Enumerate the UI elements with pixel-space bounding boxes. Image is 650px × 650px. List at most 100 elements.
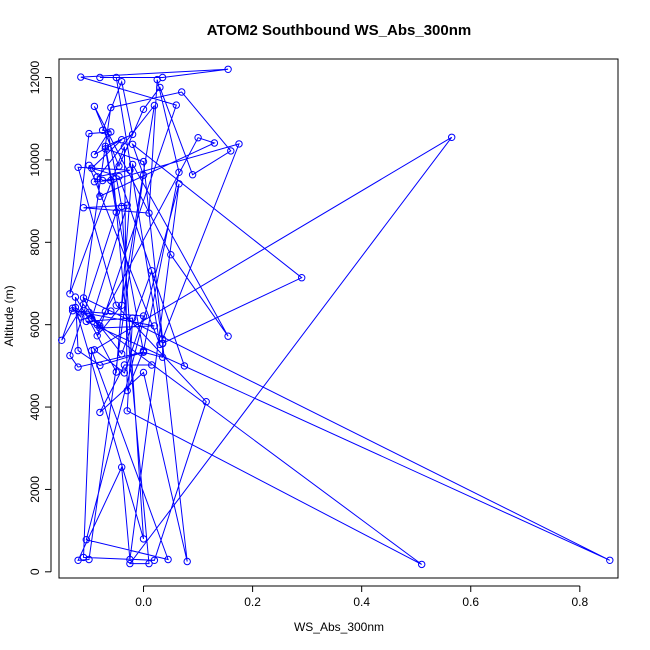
data-point xyxy=(104,129,112,137)
series-line xyxy=(61,68,611,565)
data-point xyxy=(112,301,121,309)
data-point xyxy=(235,140,243,148)
data-point xyxy=(123,386,131,395)
data-point xyxy=(82,317,91,326)
data-point xyxy=(101,307,110,316)
data-point xyxy=(139,312,148,320)
data-point xyxy=(126,559,134,568)
data-point xyxy=(96,73,104,82)
data-point xyxy=(175,180,183,188)
data-point xyxy=(156,340,164,349)
data-point xyxy=(224,332,232,340)
data-point xyxy=(112,368,121,376)
x-tick-label: 0.2 xyxy=(244,595,261,609)
data-point xyxy=(112,208,121,216)
data-point xyxy=(298,274,306,282)
data-point xyxy=(418,560,426,569)
data-point xyxy=(180,362,189,370)
data-point xyxy=(77,313,85,321)
x-tick-label: 0.8 xyxy=(571,595,588,609)
data-point xyxy=(145,209,153,217)
data-point xyxy=(194,134,202,142)
data-point xyxy=(118,202,126,211)
chart-title: ATOM2 Southbound WS_Abs_300nm xyxy=(207,22,471,39)
data-point xyxy=(123,201,131,209)
data-point xyxy=(148,361,156,369)
data-point xyxy=(210,139,219,147)
data-point xyxy=(107,307,115,315)
x-axis-label: WS_Abs_300nm xyxy=(294,620,384,634)
data-point xyxy=(77,73,85,81)
data-point xyxy=(71,293,80,301)
data-point xyxy=(224,65,232,74)
data-point xyxy=(74,363,82,371)
data-point xyxy=(96,408,104,417)
data-point xyxy=(85,129,93,138)
data-point xyxy=(123,407,131,415)
data-point xyxy=(85,308,93,316)
data-point xyxy=(172,101,181,109)
data-point xyxy=(66,290,74,298)
data-point xyxy=(120,369,129,377)
data-point xyxy=(150,322,159,330)
data-point xyxy=(71,303,80,312)
data-point xyxy=(118,301,126,309)
data-point xyxy=(120,143,129,151)
data-point xyxy=(90,346,99,354)
data-point xyxy=(128,160,137,169)
data-point xyxy=(158,73,167,82)
data-point xyxy=(128,314,137,322)
data-point xyxy=(96,324,104,332)
data-point xyxy=(112,73,121,82)
data-point xyxy=(139,105,148,114)
x-tick-label: 0.4 xyxy=(353,595,370,609)
data-point xyxy=(66,351,74,360)
data-point xyxy=(88,164,96,172)
data-point xyxy=(58,336,66,344)
data-point xyxy=(90,102,99,111)
data-point xyxy=(118,463,126,471)
data-point xyxy=(178,88,186,96)
y-tick-label: 4000 xyxy=(28,393,42,420)
x-tick-label: 0.0 xyxy=(135,595,152,609)
data-point xyxy=(139,348,148,356)
data-point xyxy=(139,368,148,377)
data-point xyxy=(118,136,126,144)
data-point xyxy=(115,162,123,170)
y-axis-label: Altitude (m) xyxy=(2,285,16,346)
data-point xyxy=(118,350,126,358)
data-point xyxy=(126,166,134,174)
data-point xyxy=(202,398,210,406)
data-point xyxy=(606,556,614,564)
data-point xyxy=(175,168,183,177)
data-point xyxy=(120,361,129,369)
data-point xyxy=(139,535,148,543)
data-point xyxy=(74,163,82,172)
data-point xyxy=(150,101,159,110)
data-point xyxy=(79,553,88,562)
data-point xyxy=(164,555,172,564)
plot-area: 0.0 0.2 0.4 0.6 0.8 0 2000 4000 6000 8000 10000 120… xyxy=(28,58,619,609)
plot-frame xyxy=(58,58,619,579)
data-point xyxy=(126,555,134,564)
y-tick-label: 12000 xyxy=(28,61,42,95)
data-point xyxy=(79,294,88,302)
data-point xyxy=(188,171,197,179)
data-point xyxy=(156,83,164,92)
data-point xyxy=(448,133,456,142)
data-point xyxy=(167,251,175,259)
data-point xyxy=(128,140,137,149)
x-tick-label: 0.6 xyxy=(462,595,479,609)
data-point xyxy=(82,536,91,544)
data-point xyxy=(107,103,115,112)
data-point xyxy=(93,332,101,340)
data-point xyxy=(115,172,123,181)
data-point xyxy=(90,178,99,186)
data-point xyxy=(118,78,126,86)
y-tick-label: 2000 xyxy=(28,476,42,503)
data-point xyxy=(90,150,99,159)
data-point xyxy=(227,147,235,155)
data-point xyxy=(96,361,104,370)
